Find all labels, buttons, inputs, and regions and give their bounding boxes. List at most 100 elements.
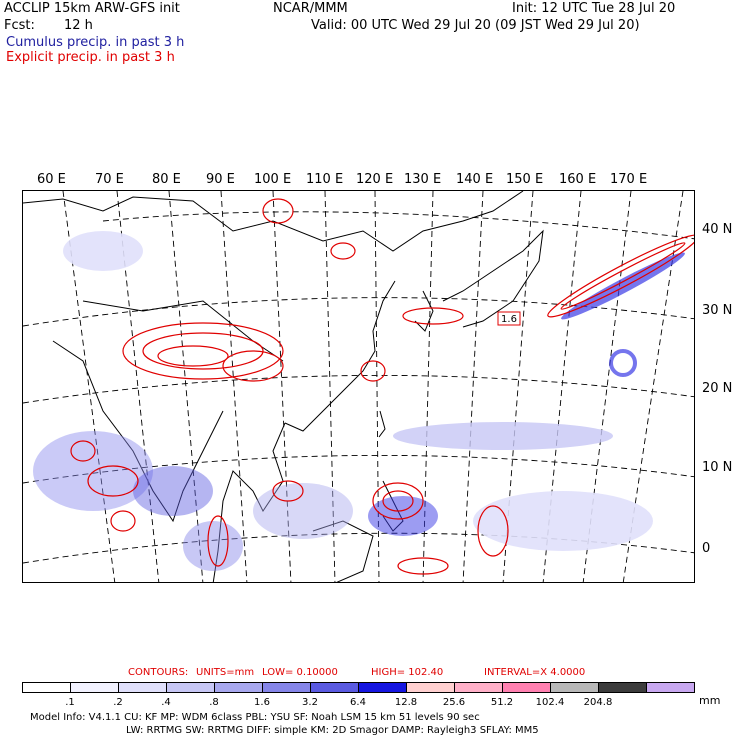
gridline-lon-150 — [502, 191, 534, 582]
colorbar-swatch — [22, 682, 71, 693]
contours-title: CONTOURS: — [128, 667, 189, 678]
explicit-contour-sichuan — [222, 350, 284, 382]
lat-label-20: 20 N — [702, 381, 733, 396]
valid-time: Valid: 00 UTC Wed 29 Jul 20 (09 JST Wed … — [311, 18, 640, 33]
explicit-contour-philippines-inner — [382, 490, 414, 512]
init-time: Init: 12 UTC Tue 28 Jul 20 — [512, 1, 676, 16]
gridline-lon-90 — [220, 191, 248, 582]
colorbar-swatch — [166, 682, 215, 693]
explicit-contour-tibet-inner — [142, 332, 264, 370]
gridline-lon-120 — [374, 191, 380, 582]
explicit-contour-bay-of-bengal — [110, 510, 136, 532]
explicit-precip-contours — [70, 198, 694, 575]
lon-label-70: 70 E — [95, 172, 124, 187]
contours-low: LOW= 0.10000 — [262, 667, 338, 678]
colorbar-swatch — [454, 682, 503, 693]
colorbar-tick-label: 3.2 — [302, 697, 318, 708]
coast-india — [52, 340, 224, 523]
cumulus-area-bay-of-bengal — [133, 466, 213, 516]
gridline-lon-110 — [324, 191, 336, 582]
explicit-contour-sumatra — [207, 515, 229, 567]
colorbar-swatch — [262, 682, 311, 693]
colorbar-swatch — [214, 682, 263, 693]
lon-label-130: 130 E — [404, 172, 442, 187]
lat-label-10: 10 N — [702, 460, 733, 475]
contours-high: HIGH= 102.40 — [371, 667, 444, 678]
coastlines — [23, 191, 544, 582]
coast-taiwan — [378, 410, 386, 438]
latitude-gridlines — [23, 211, 694, 564]
explicit-contour-mongolia — [262, 198, 294, 224]
gridline-lon-130 — [422, 191, 434, 582]
cumulus-area-northwest — [63, 231, 143, 271]
cumulus-area-india — [33, 431, 153, 511]
colorbar-tick-label: .4 — [161, 697, 171, 708]
lon-label-110: 110 E — [306, 172, 344, 187]
lon-label-160: 160 E — [559, 172, 597, 187]
cumulus-band-japan-east — [561, 252, 685, 320]
colorbar-swatch — [118, 682, 167, 693]
coast-korea — [414, 290, 434, 332]
map-canvas: 1.6 — [23, 191, 694, 582]
cumulus-ring-vortex — [609, 349, 637, 377]
lon-label-60: 60 E — [37, 172, 66, 187]
colorbar-tick-label: 1.6 — [254, 697, 270, 708]
explicit-contour-india-coast — [70, 440, 96, 462]
gridline-lon-140 — [462, 191, 484, 582]
lon-label-170: 170 E — [610, 172, 648, 187]
explicit-contour-india-west — [87, 465, 139, 497]
gridline-lon-160 — [542, 191, 582, 582]
colorbar-swatch — [310, 682, 359, 693]
colorbar-swatch — [502, 682, 551, 693]
gridline-lon-60 — [62, 191, 116, 582]
explicit-contour-borneo — [397, 557, 449, 575]
colorbar-tick-label: 6.4 — [350, 697, 366, 708]
contours-units: UNITS=mm — [196, 667, 255, 678]
colorbar-tick-label: 12.8 — [394, 697, 418, 708]
explicit-contour-indochina — [272, 480, 304, 502]
cumulus-precip-areas — [33, 231, 685, 571]
contour-annotation: 1.6 — [497, 311, 521, 326]
explicit-contour-japan-band — [547, 234, 694, 318]
gridline-lat-20 — [23, 374, 694, 404]
explicit-contour-japan-band-inner — [560, 242, 686, 310]
lon-label-150: 150 E — [506, 172, 544, 187]
lat-label-30: 30 N — [702, 303, 733, 318]
colorbar-tick-label: .8 — [209, 697, 219, 708]
coast-china-east — [284, 280, 396, 432]
cumulus-area-western-pacific — [393, 422, 613, 450]
border-interior — [82, 300, 284, 362]
cumulus-area-equatorial-pacific — [473, 491, 653, 551]
gridline-lat-40 — [102, 211, 694, 240]
colorbar-tick-label: 51.2 — [490, 697, 514, 708]
forecast-label: Fcst: — [4, 18, 35, 33]
contours-interval: INTERVAL=X 4.0000 — [484, 667, 586, 678]
lon-label-120: 120 E — [356, 172, 394, 187]
lat-label-40: 40 N — [702, 222, 733, 237]
colorbar-swatch — [358, 682, 407, 693]
footer-model-info: Model Info: V4.1.1 CU: KF MP: WDM 6class… — [30, 712, 480, 723]
lon-label-100: 100 E — [254, 172, 292, 187]
explicit-contour-china-east — [360, 360, 386, 382]
coast-borneo — [312, 520, 374, 582]
colorbar-swatch — [406, 682, 455, 693]
explicit-contour-south-china — [330, 242, 356, 260]
colorbar-tick-label: .2 — [113, 697, 123, 708]
lon-label-90: 90 E — [206, 172, 235, 187]
center-label: NCAR/MMM — [273, 1, 348, 16]
lon-label-140: 140 E — [456, 172, 494, 187]
explicit-contour-philippines — [372, 482, 424, 520]
gridline-lon-80 — [168, 191, 204, 582]
explicit-contour-tibet-core — [157, 345, 229, 367]
cumulus-area-south-china-sea — [253, 483, 353, 539]
cumulus-legend: Cumulus precip. in past 3 h — [6, 35, 185, 50]
gridline-lon-100 — [272, 191, 292, 582]
colorbar-unit: mm — [699, 694, 721, 707]
explicit-contour-west-pacific — [477, 505, 509, 557]
forecast-value: 12 h — [64, 18, 93, 33]
footer-physics-info: LW: RRTMG SW: RRTMG DIFF: simple KM: 2D … — [126, 725, 539, 736]
colorbar-tick-label: 25.6 — [442, 697, 466, 708]
coast-japan — [442, 229, 544, 328]
contour-annotation-text: 1.6 — [501, 314, 517, 325]
colorbar-swatch — [646, 682, 695, 693]
